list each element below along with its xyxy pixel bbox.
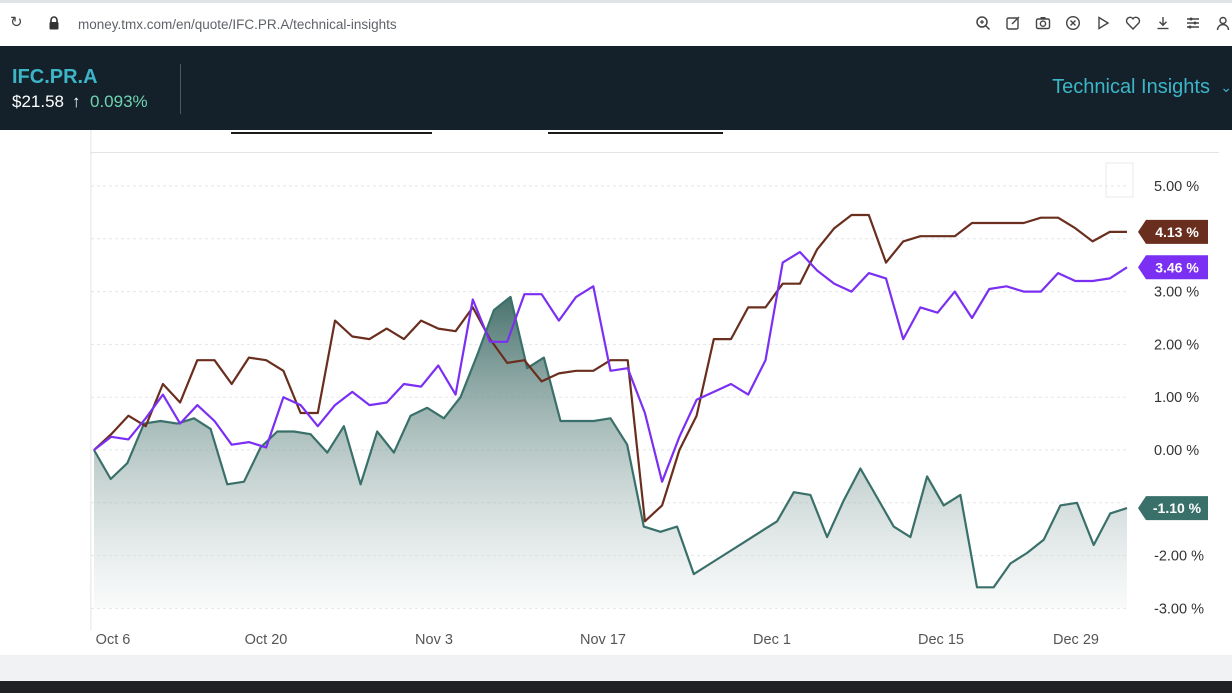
tab-underline-right (548, 132, 723, 134)
reload-icon[interactable]: ↻ (10, 14, 23, 31)
address-bar-url[interactable]: money.tmx.com/en/quote/IFC.PR.A/technica… (78, 17, 397, 32)
play-icon[interactable] (1094, 14, 1112, 32)
chart-control-button[interactable] (1105, 162, 1134, 198)
y-tick-label: 1.00 % (1154, 390, 1199, 406)
series-area (94, 296, 1127, 608)
chart-panel: 5.00 % 3.00 % 2.00 % 1.00 % 0.00 % -2.00 % -3.… (0, 130, 1232, 655)
profile-icon[interactable] (1214, 14, 1232, 32)
series-end-label: 4.13 % (1138, 219, 1208, 244)
section-selector[interactable]: Technical Insights (1052, 76, 1210, 98)
x-tick-label: Oct 20 (245, 632, 288, 648)
y-tick-label: -3.00 % (1154, 601, 1204, 617)
tab-underline-left (231, 132, 432, 134)
y-tick-label: 0.00 % (1154, 443, 1199, 459)
end-label-text: -1.10 % (1153, 500, 1202, 516)
y-tick-label: 3.00 % (1154, 285, 1199, 301)
page-footer-strip (0, 655, 1232, 681)
y-tick-label: 5.00 % (1154, 179, 1199, 195)
y-tick-label: 2.00 % (1154, 337, 1199, 353)
download-icon[interactable] (1154, 14, 1172, 32)
lock-icon (49, 16, 59, 30)
chevron-down-icon[interactable]: ⌄ (1220, 79, 1232, 95)
series-line (93, 295, 1128, 589)
shield-icon[interactable] (1064, 14, 1082, 32)
x-tick-label: Dec 15 (918, 632, 964, 648)
os-taskbar (0, 681, 1232, 693)
browser-tools (974, 14, 1232, 32)
x-tick-label: Nov 3 (415, 632, 453, 648)
end-label-badge (1138, 496, 1208, 521)
y-tick-label: -2.00 % (1154, 549, 1204, 565)
zoom-icon[interactable] (974, 14, 992, 32)
x-tick-label: Oct 6 (96, 632, 131, 648)
edit-icon[interactable] (1004, 14, 1022, 32)
series-end-label: -1.10 % (1138, 496, 1208, 521)
browser-toolbar: ↻ money.tmx.com/en/quote/IFC.PR.A/techni… (0, 0, 1232, 46)
plot-left-border (90, 130, 92, 630)
ticker-symbol[interactable]: IFC.PR.A (12, 66, 98, 88)
series-line (93, 213, 1127, 523)
series-end-label: 3.46 % (1138, 255, 1208, 280)
heart-icon[interactable] (1124, 14, 1142, 32)
header-divider (180, 64, 181, 114)
end-label-badge (1138, 255, 1208, 280)
x-tick-label: Dec 29 (1053, 632, 1099, 648)
price-change-percent: 0.093% (90, 92, 148, 111)
x-tick-label: Dec 1 (753, 632, 791, 648)
end-label-badge (1138, 219, 1208, 244)
quote-header: IFC.PR.A $21.58 ↑ 0.093% Technical Insig… (0, 46, 1232, 130)
list-icon[interactable] (1184, 14, 1202, 32)
series-line (93, 250, 1128, 483)
last-price: $21.58 (12, 92, 64, 111)
performance-chart: 5.00 % 3.00 % 2.00 % 1.00 % 0.00 % -2.00 % -3.… (90, 130, 1219, 648)
arrow-up-icon: ↑ (72, 92, 81, 111)
plot-frame (91, 152, 1219, 153)
x-tick-label: Nov 17 (580, 632, 626, 648)
end-label-text: 4.13 % (1155, 224, 1199, 240)
end-label-text: 3.46 % (1155, 259, 1199, 275)
camera-icon[interactable] (1034, 14, 1052, 32)
